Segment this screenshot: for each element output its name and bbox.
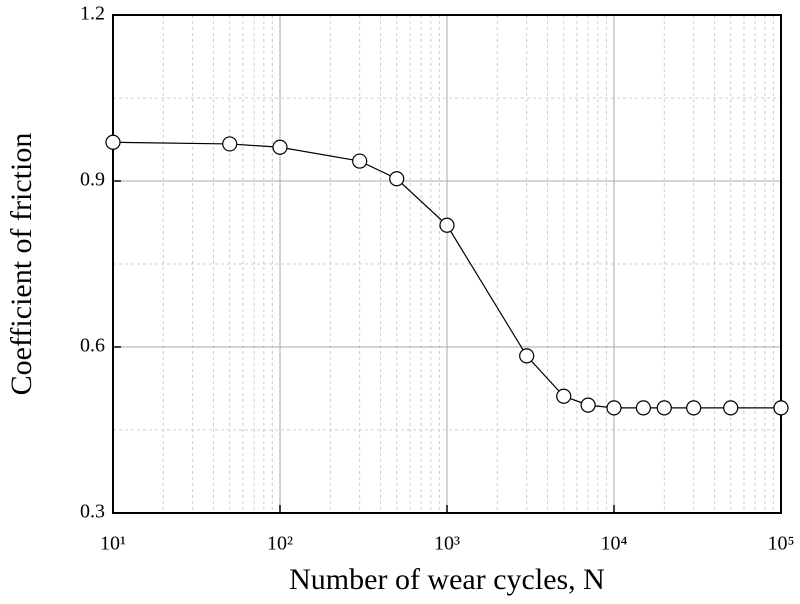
y-tick-label: 0.3 [80,501,105,523]
marker [556,388,572,404]
marker [389,171,405,187]
marker [656,400,672,416]
marker [773,400,789,416]
y-tick-label: 1.2 [80,3,105,25]
x-axis-label: Number of wear cycles, N [289,563,605,596]
marker [580,397,596,413]
marker [352,153,368,169]
marker [686,400,702,416]
marker [723,400,739,416]
y-tick-label: 0.6 [80,335,105,357]
x-tick-label: 10¹ [100,533,126,555]
marker [635,400,652,416]
x-tick-label: 10² [267,533,293,555]
marker [272,139,288,155]
x-tick-label: 10⁴ [601,533,628,555]
marker [439,217,455,233]
y-axis-label: Coefficient of friction [5,133,38,396]
marker [105,134,121,150]
marker [519,348,535,364]
x-tick-label: 10⁵ [768,533,795,555]
x-tick-label: 10³ [434,533,460,555]
marker [606,400,622,416]
y-tick-label: 0.9 [80,169,105,191]
marker [222,136,238,152]
plot-frame [112,14,782,514]
